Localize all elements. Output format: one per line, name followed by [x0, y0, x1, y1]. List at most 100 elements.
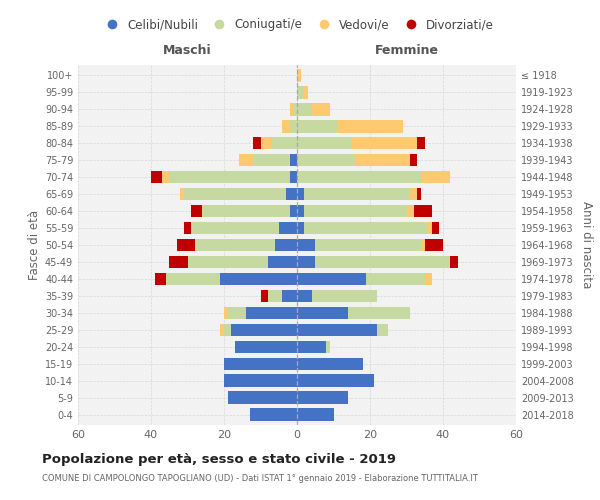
Bar	[275, 238, 297, 252]
Bar	[425, 272, 432, 285]
Bar	[304, 188, 410, 200]
Legend: Celibi/Nubili, Coniugati/e, Vedovi/e, Divorziati/e: Celibi/Nubili, Coniugati/e, Vedovi/e, Di…	[95, 14, 499, 36]
Bar	[268, 256, 297, 268]
Bar	[297, 136, 352, 149]
Bar	[407, 204, 414, 218]
Bar	[290, 154, 297, 166]
Bar	[220, 324, 224, 336]
Bar	[297, 392, 348, 404]
Bar	[232, 324, 297, 336]
Bar	[304, 222, 428, 234]
Text: COMUNE DI CAMPOLONGO TAPOGLIANO (UD) - Dati ISTAT 1° gennaio 2019 - Elaborazione: COMUNE DI CAMPOLONGO TAPOGLIANO (UD) - D…	[42, 474, 478, 483]
Bar	[311, 290, 377, 302]
Bar	[311, 103, 330, 116]
Bar	[297, 358, 362, 370]
Bar	[195, 238, 275, 252]
Bar	[297, 103, 311, 116]
Bar	[227, 392, 297, 404]
Bar	[176, 238, 195, 252]
Bar	[297, 222, 304, 234]
Bar	[418, 188, 421, 200]
Bar	[191, 222, 279, 234]
Bar	[253, 154, 290, 166]
Bar	[253, 136, 260, 149]
Bar	[250, 408, 297, 421]
Bar	[290, 120, 297, 132]
Bar	[191, 204, 202, 218]
Bar	[326, 340, 330, 353]
Bar	[428, 222, 432, 234]
Bar	[224, 324, 232, 336]
Bar	[421, 170, 450, 183]
Bar	[304, 86, 308, 99]
Bar	[297, 120, 337, 132]
Bar	[290, 103, 293, 116]
Bar	[297, 238, 315, 252]
Bar	[279, 222, 297, 234]
Bar	[410, 188, 418, 200]
Bar	[290, 170, 297, 183]
Bar	[297, 86, 304, 99]
Bar	[432, 222, 439, 234]
Bar	[304, 204, 407, 218]
Bar	[283, 290, 297, 302]
Bar	[297, 408, 334, 421]
Bar	[224, 374, 297, 387]
Bar	[297, 188, 304, 200]
Bar	[297, 69, 301, 82]
Bar	[450, 256, 458, 268]
Bar	[297, 204, 304, 218]
Bar	[151, 170, 162, 183]
Bar	[184, 222, 191, 234]
Bar	[297, 290, 311, 302]
Bar	[337, 120, 403, 132]
Bar	[260, 136, 271, 149]
Bar	[297, 340, 326, 353]
Bar	[414, 204, 432, 218]
Bar	[421, 238, 425, 252]
Bar	[155, 272, 166, 285]
Bar	[169, 170, 290, 183]
Bar	[268, 290, 283, 302]
Bar	[297, 306, 348, 320]
Bar	[271, 136, 297, 149]
Bar	[202, 204, 290, 218]
Bar	[418, 136, 425, 149]
Bar	[162, 170, 169, 183]
Bar	[297, 374, 374, 387]
Text: Femmine: Femmine	[374, 44, 439, 58]
Bar	[239, 154, 253, 166]
Bar	[187, 256, 268, 268]
Bar	[246, 306, 297, 320]
Bar	[169, 256, 187, 268]
Bar	[315, 238, 421, 252]
Y-axis label: Fasce di età: Fasce di età	[28, 210, 41, 280]
Text: Popolazione per età, sesso e stato civile - 2019: Popolazione per età, sesso e stato civil…	[42, 452, 396, 466]
Bar	[180, 188, 184, 200]
Bar	[297, 256, 315, 268]
Bar	[315, 256, 450, 268]
Bar	[425, 238, 443, 252]
Bar	[297, 154, 355, 166]
Bar	[227, 306, 246, 320]
Bar	[260, 290, 268, 302]
Bar	[224, 306, 227, 320]
Bar	[297, 170, 421, 183]
Bar	[293, 103, 297, 116]
Bar	[348, 306, 410, 320]
Bar	[283, 120, 290, 132]
Bar	[220, 272, 297, 285]
Bar	[367, 272, 425, 285]
Bar	[290, 204, 297, 218]
Bar	[355, 154, 410, 166]
Bar	[286, 188, 297, 200]
Bar	[410, 154, 418, 166]
Bar	[224, 358, 297, 370]
Bar	[184, 188, 286, 200]
Y-axis label: Anni di nascita: Anni di nascita	[580, 202, 593, 288]
Bar	[377, 324, 388, 336]
Bar	[352, 136, 418, 149]
Bar	[235, 340, 297, 353]
Text: Maschi: Maschi	[163, 44, 212, 58]
Bar	[166, 272, 220, 285]
